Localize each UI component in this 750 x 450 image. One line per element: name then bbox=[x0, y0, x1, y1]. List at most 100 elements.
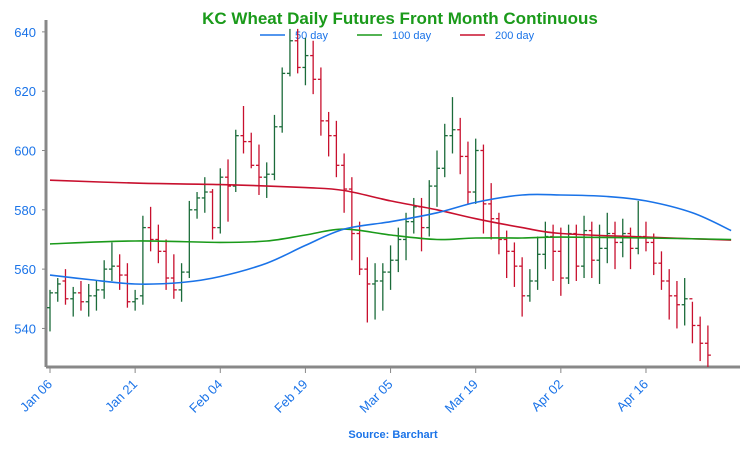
ohlc-bar bbox=[395, 227, 402, 273]
ohlc-bar bbox=[108, 242, 115, 281]
x-tick-label: Apr 16 bbox=[613, 377, 651, 415]
legend: 50 day 100 day 200 day bbox=[260, 30, 535, 42]
ohlc-bar bbox=[557, 227, 564, 296]
ohlc-bar bbox=[650, 233, 657, 276]
ohlc-bar bbox=[581, 215, 588, 279]
ohlc-bar bbox=[217, 168, 224, 234]
ohlc-bar bbox=[673, 280, 680, 329]
ohlc-bar bbox=[495, 212, 502, 255]
ohlc-bar bbox=[364, 257, 371, 323]
ohlc-bar bbox=[511, 242, 518, 287]
ohlc-bar bbox=[573, 224, 580, 281]
ohlc-bar bbox=[534, 236, 541, 290]
ohlc-bar bbox=[333, 120, 340, 178]
ohlc-bar bbox=[704, 325, 711, 367]
ohlc-bar bbox=[194, 192, 201, 219]
y-tick-label: 640 bbox=[14, 25, 36, 40]
ohlc-bar bbox=[372, 263, 379, 320]
ohlc-bar bbox=[666, 269, 673, 320]
ohlc-bar bbox=[325, 111, 332, 157]
ohlc-bar bbox=[225, 159, 232, 222]
x-tick-label: Apr 02 bbox=[528, 377, 566, 415]
y-tick-label: 580 bbox=[14, 203, 36, 218]
ohlc-bar bbox=[263, 162, 270, 198]
ohlc-bar bbox=[132, 289, 139, 311]
ohlc-bar bbox=[410, 197, 417, 234]
sma-100-line bbox=[49, 228, 732, 245]
ohlc-bar bbox=[47, 289, 53, 332]
ohlc-bar bbox=[240, 106, 247, 154]
x-tick-label: Mar 05 bbox=[356, 377, 395, 416]
ohlc-bar bbox=[464, 141, 471, 204]
ohlc-bar bbox=[472, 138, 479, 204]
ohlc-bar bbox=[248, 132, 255, 169]
ohlc-bar bbox=[526, 269, 533, 302]
ohlc-bar bbox=[488, 183, 495, 240]
ohlc-bar bbox=[163, 239, 170, 290]
ohlc-bar bbox=[77, 280, 84, 311]
x-tick-label: Feb 04 bbox=[186, 377, 225, 416]
x-axis-labels: Jan 06 Jan 21 Feb 04 Feb 19 Mar 05 Mar 19 Apr … bbox=[17, 377, 651, 416]
legend-label: 200 day bbox=[495, 30, 535, 42]
ohlc-bar bbox=[596, 224, 603, 284]
ohlc-bar bbox=[170, 254, 177, 299]
ohlc-bar bbox=[302, 37, 309, 86]
ohlc-bar bbox=[54, 278, 61, 302]
sma-200-line bbox=[49, 179, 732, 241]
ohlc-bar bbox=[255, 144, 262, 195]
ohlc-bar bbox=[186, 200, 193, 279]
ohlc-bar bbox=[635, 200, 642, 255]
ohlc-bar bbox=[101, 260, 108, 299]
price-bars bbox=[47, 28, 711, 367]
ohlc-bar bbox=[62, 269, 69, 305]
ohlc-bar bbox=[93, 280, 100, 311]
y-tick-label: 600 bbox=[14, 143, 36, 158]
ohlc-bar bbox=[201, 177, 208, 213]
ohlc-bar bbox=[689, 298, 696, 344]
ohlc-bar bbox=[348, 177, 355, 261]
chart-title: KC Wheat Daily Futures Front Month Conti… bbox=[202, 9, 598, 28]
ohlc-bar bbox=[124, 263, 131, 308]
ohlc-bar bbox=[70, 286, 77, 317]
ohlc-bar bbox=[341, 153, 348, 213]
legend-label: 100 day bbox=[392, 30, 432, 42]
ohlc-bar bbox=[139, 215, 146, 305]
axes: 540 560 580 600 620 640 bbox=[14, 20, 740, 373]
ohlc-bar bbox=[379, 263, 386, 311]
ohlc-bar bbox=[457, 117, 464, 175]
ohlc-bar bbox=[147, 206, 154, 252]
legend-label: 50 day bbox=[295, 30, 329, 42]
ohlc-bar bbox=[116, 254, 123, 290]
ohlc-bar bbox=[697, 316, 704, 362]
ohlc-bar bbox=[542, 221, 549, 270]
x-tick-label: Mar 19 bbox=[442, 377, 481, 416]
y-tick-label: 560 bbox=[14, 262, 36, 277]
ohlc-bar bbox=[387, 245, 394, 290]
ohlc-bar bbox=[286, 28, 293, 77]
source-label: Source: Barchart bbox=[348, 429, 438, 441]
y-tick-label: 620 bbox=[14, 84, 36, 99]
x-tick-label: Feb 19 bbox=[271, 377, 310, 416]
ohlc-bar bbox=[519, 257, 526, 317]
ohlc-bar bbox=[294, 28, 301, 74]
y-tick-label: 540 bbox=[14, 321, 36, 336]
ohlc-bar bbox=[480, 144, 487, 234]
ohlc-bar bbox=[209, 189, 216, 240]
ohlc-bar bbox=[627, 227, 634, 270]
ohlc-bar bbox=[155, 224, 162, 264]
ohlc-bar bbox=[232, 129, 239, 193]
moving-averages bbox=[49, 179, 732, 285]
ohlc-bar bbox=[658, 251, 665, 290]
ohlc-bar bbox=[85, 283, 92, 317]
ohlc-bar bbox=[681, 278, 688, 326]
ohlc-bar bbox=[449, 97, 456, 154]
ohlc-bar bbox=[441, 123, 448, 178]
ohlc-bar bbox=[279, 67, 286, 133]
ohlc-bar bbox=[310, 40, 317, 95]
ohlc-bar bbox=[588, 221, 595, 279]
ohlc-bar bbox=[271, 114, 278, 181]
ohlc-bar bbox=[317, 67, 324, 136]
ohlc-bar bbox=[434, 150, 440, 207]
x-tick-label: Jan 06 bbox=[17, 377, 55, 415]
